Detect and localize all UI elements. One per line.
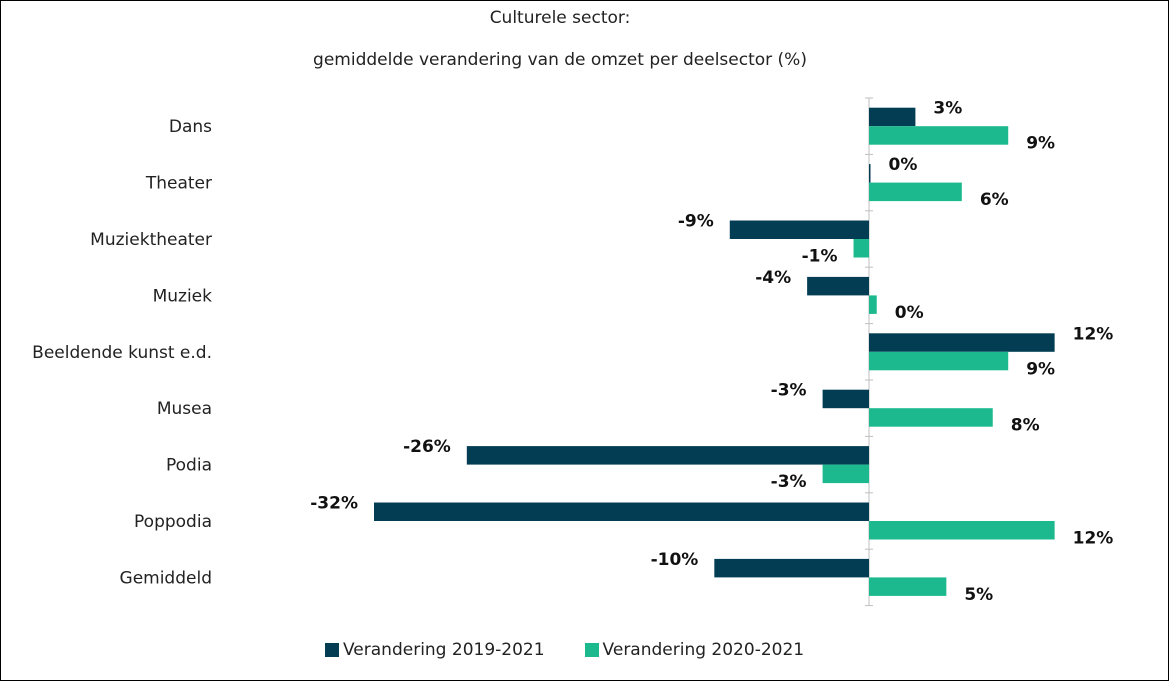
- data-label-series-2: 6%: [980, 190, 1009, 210]
- category-label: Poppodia: [134, 512, 212, 532]
- legend-item-series-1: Verandering 2019-2021: [325, 640, 545, 660]
- bar-series-2: [869, 351, 1009, 371]
- data-label-series-1: -10%: [651, 550, 699, 570]
- chart-legend: Verandering 2019-2021 Verandering 2020-2…: [325, 640, 804, 660]
- bar-series-2: [869, 126, 1009, 145]
- category-label: Theater: [145, 174, 212, 194]
- data-label-series-1: -9%: [678, 212, 714, 232]
- bar-series-2: [869, 408, 993, 427]
- bar-series-2: [822, 464, 869, 484]
- data-label-series-1: 0%: [889, 155, 918, 175]
- data-label-series-2: 9%: [1026, 134, 1055, 154]
- bar-series-1: [729, 220, 869, 239]
- category-label: Podia: [166, 456, 212, 476]
- category-label: Dans: [169, 117, 212, 137]
- legend-swatch-series-1: [325, 643, 339, 657]
- bar-series-1: [869, 164, 871, 183]
- data-label-series-2: 8%: [1011, 416, 1040, 436]
- category-label: Gemiddeld: [120, 568, 212, 588]
- bar-series-1: [807, 276, 869, 296]
- legend-item-series-2: Verandering 2020-2021: [584, 640, 805, 660]
- data-label-series-2: -1%: [802, 247, 838, 267]
- data-label-series-2: 12%: [1073, 529, 1114, 549]
- bar-chart: Dans 3% 9% Theater 0% 6% Muziektheater -9% -1% Mu…: [32, 97, 1114, 607]
- data-label-series-1: -26%: [403, 437, 451, 457]
- bar-series-2: [869, 577, 947, 596]
- data-label-series-1: 3%: [933, 99, 962, 119]
- legend-label-series-1: Verandering 2019-2021: [343, 640, 545, 660]
- bar-series-1: [869, 333, 1055, 352]
- data-label-series-2: 5%: [964, 585, 993, 605]
- category-label: Muziektheater: [90, 230, 212, 250]
- legend-swatch-series-2: [584, 643, 599, 657]
- bar-series-2: [869, 295, 877, 314]
- data-label-series-2: -3%: [771, 472, 807, 492]
- bar-series-1: [869, 107, 916, 127]
- bar-series-2: [869, 521, 1055, 540]
- category-label: Muziek: [153, 286, 213, 306]
- category-label: Musea: [157, 399, 212, 419]
- data-label-series-1: 12%: [1073, 324, 1114, 344]
- category-label: Beeldende kunst e.d.: [32, 343, 212, 363]
- data-label-series-1: -3%: [771, 381, 807, 401]
- bar-series-1: [714, 558, 869, 578]
- bar-series-2: [853, 239, 869, 258]
- chart-title-line2: gemiddelde verandering van de omzet per …: [313, 50, 807, 70]
- bar-series-1: [822, 389, 869, 409]
- chart-title-line1: Culturele sector:: [489, 8, 631, 28]
- bar-series-1: [466, 446, 869, 465]
- bar-series-2: [869, 182, 962, 202]
- data-label-series-1: -4%: [755, 268, 791, 288]
- legend-label-series-2: Verandering 2020-2021: [602, 640, 805, 660]
- bar-series-1: [374, 502, 869, 521]
- data-label-series-1: -32%: [310, 494, 358, 514]
- data-label-series-2: 0%: [895, 303, 924, 323]
- data-label-series-2: 9%: [1026, 359, 1055, 379]
